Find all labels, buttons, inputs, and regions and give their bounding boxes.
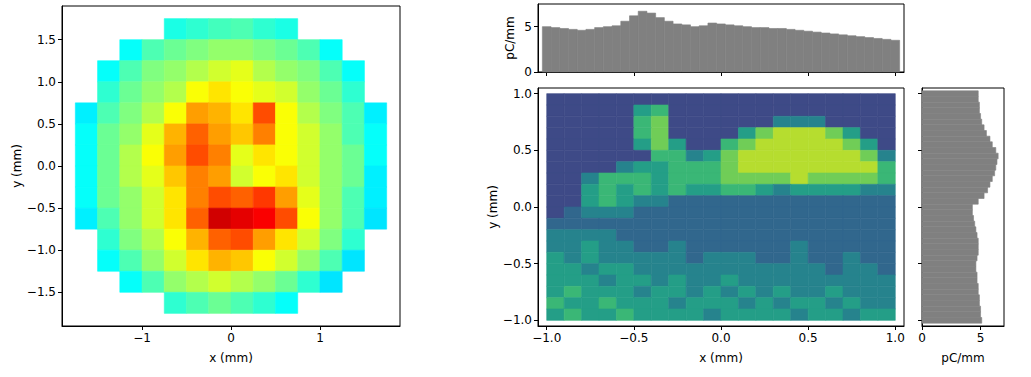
svg-text:−0.5: −0.5	[619, 331, 648, 345]
svg-text:pC/mm: pC/mm	[941, 351, 984, 365]
svg-text:−1.0: −1.0	[503, 313, 532, 327]
svg-text:0: 0	[227, 331, 235, 345]
svg-text:y (mm): y (mm)	[10, 144, 24, 188]
svg-text:0: 0	[918, 331, 926, 345]
svg-text:−1.0: −1.0	[532, 331, 561, 345]
svg-text:0: 0	[524, 65, 532, 79]
svg-text:1.0: 1.0	[513, 87, 532, 101]
svg-text:−1.5: −1.5	[27, 285, 56, 299]
svg-text:−0.5: −0.5	[27, 201, 56, 215]
svg-text:5: 5	[524, 20, 532, 34]
svg-text:0.5: 0.5	[799, 331, 818, 345]
svg-text:x (mm): x (mm)	[209, 351, 253, 365]
svg-text:x (mm): x (mm)	[699, 351, 743, 365]
svg-text:1.0: 1.0	[886, 331, 905, 345]
svg-text:pC/mm: pC/mm	[503, 16, 517, 59]
svg-text:−0.5: −0.5	[503, 257, 532, 271]
svg-text:−1: −1	[133, 331, 151, 345]
svg-text:5: 5	[977, 331, 985, 345]
svg-text:0.0: 0.0	[37, 159, 56, 173]
svg-text:−1.0: −1.0	[27, 243, 56, 257]
svg-text:1.5: 1.5	[37, 33, 56, 47]
svg-text:0.0: 0.0	[513, 200, 532, 214]
svg-text:0.5: 0.5	[37, 117, 56, 131]
svg-text:0.0: 0.0	[711, 331, 730, 345]
svg-text:y (mm): y (mm)	[486, 185, 500, 229]
svg-text:0.5: 0.5	[513, 143, 532, 157]
svg-text:1: 1	[316, 331, 324, 345]
svg-text:1.0: 1.0	[37, 75, 56, 89]
